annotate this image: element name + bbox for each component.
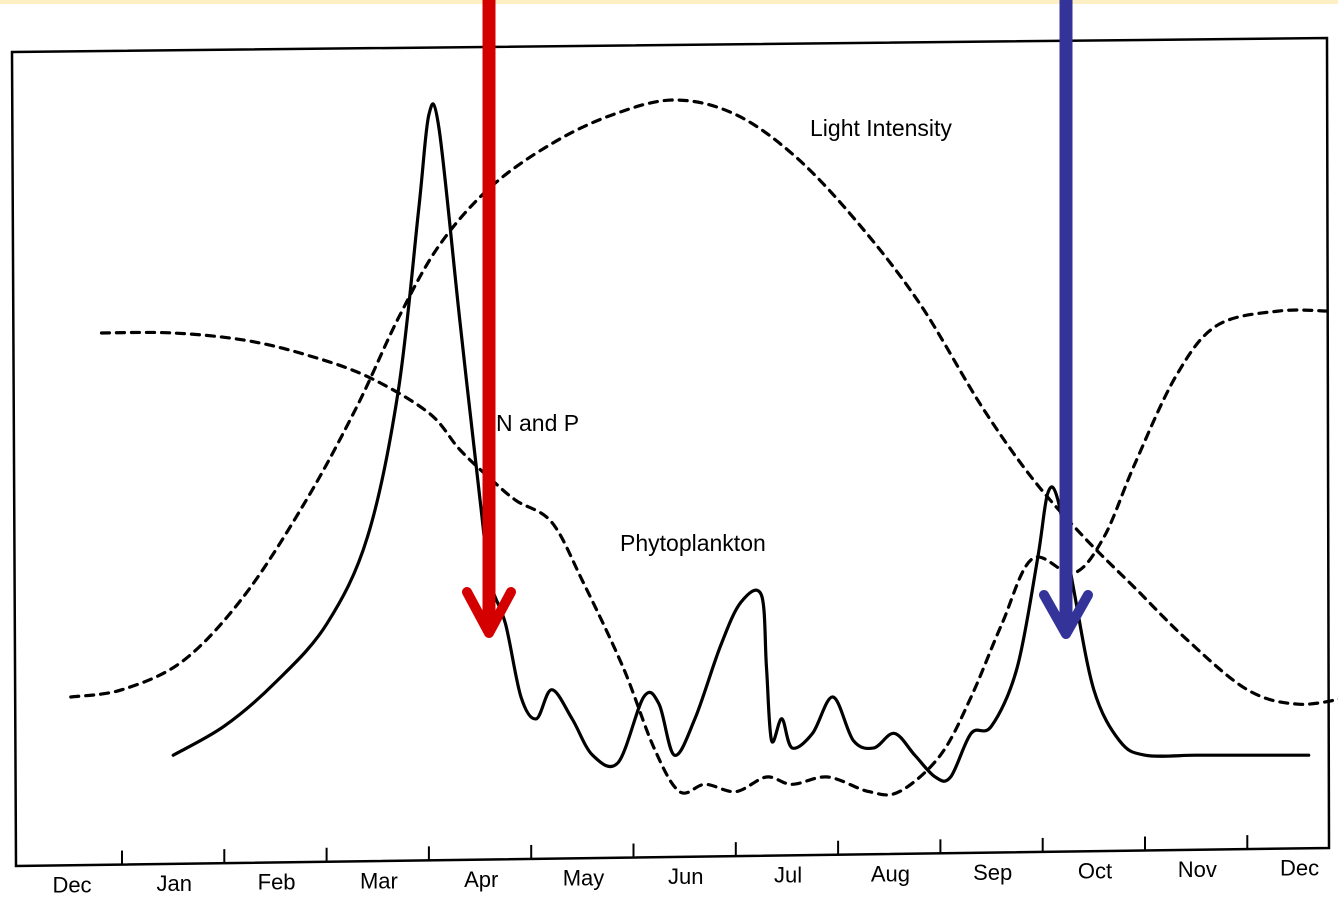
- light-intensity-curve: [69, 98, 1338, 706]
- light-intensity-label: Light Intensity: [810, 115, 952, 141]
- red-down-arrow: [462, 0, 516, 638]
- x-tick-label: Dec: [1280, 856, 1319, 881]
- blue-down-arrow: [1039, 0, 1093, 639]
- x-tick-label: Sep: [973, 860, 1012, 885]
- x-tick-label: Feb: [258, 870, 296, 895]
- x-tick-label: Jun: [668, 864, 703, 889]
- x-tick-label: Jul: [774, 863, 802, 888]
- top-highlight-strip: [0, 0, 1338, 4]
- x-tick-label: Oct: [1078, 859, 1112, 884]
- plot-frame: [10, 36, 1331, 868]
- chart-curves: [69, 98, 1338, 797]
- n-and-p-curve: [99, 308, 1331, 797]
- x-tick-label: Jan: [157, 871, 192, 896]
- phytoplankton-curve: [171, 102, 1311, 783]
- x-tick-label: Aug: [871, 861, 910, 886]
- x-tick-label: Apr: [464, 867, 498, 892]
- x-tick-label: Mar: [360, 868, 398, 893]
- x-tick-label: Nov: [1178, 857, 1217, 882]
- x-axis-ticks: [121, 835, 1249, 865]
- n-and-p-label: N and P: [496, 410, 579, 436]
- phytoplankton-label: Phytoplankton: [620, 530, 766, 556]
- x-tick-label: Dec: [52, 873, 91, 898]
- x-tick-label: May: [563, 866, 605, 891]
- x-axis-labels: Dec Jan Feb Mar Apr May Jun Jul Aug Sep Oct Nov Dec: [52, 856, 1319, 898]
